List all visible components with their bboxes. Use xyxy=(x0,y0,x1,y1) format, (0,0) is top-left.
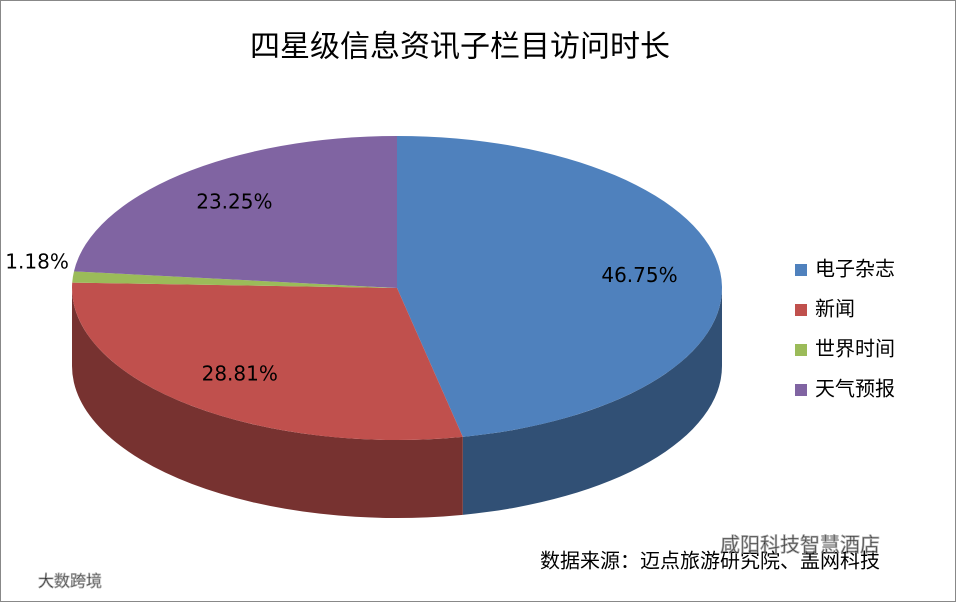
legend-swatch xyxy=(795,344,807,356)
legend-swatch xyxy=(795,264,807,276)
legend-label: 天气预报 xyxy=(815,377,895,401)
slice xyxy=(397,136,722,437)
slice-side xyxy=(72,288,463,518)
slice-side xyxy=(462,288,722,515)
source-note: 数据来源：迈点旅游研究院、盖网科技 xyxy=(540,549,880,573)
legend-swatch xyxy=(795,384,807,396)
legend-label: 电子杂志 xyxy=(815,257,895,281)
data-label: 1.18% xyxy=(5,249,69,273)
data-label: 28.81% xyxy=(202,362,278,386)
slice xyxy=(72,271,397,288)
legend-label: 世界时间 xyxy=(815,337,895,361)
legend-label: 新闻 xyxy=(815,297,855,321)
slice xyxy=(73,136,397,288)
watermark: 大数跨境 xyxy=(38,572,102,591)
legend-swatch xyxy=(795,304,807,316)
watermark: 咸阳科技智慧酒店 xyxy=(720,533,880,557)
data-label: 23.25% xyxy=(196,190,272,214)
chart-title: 四星级信息资讯子栏目访问时长 xyxy=(250,30,670,65)
slice xyxy=(71,282,463,440)
data-label: 46.75% xyxy=(601,263,677,287)
